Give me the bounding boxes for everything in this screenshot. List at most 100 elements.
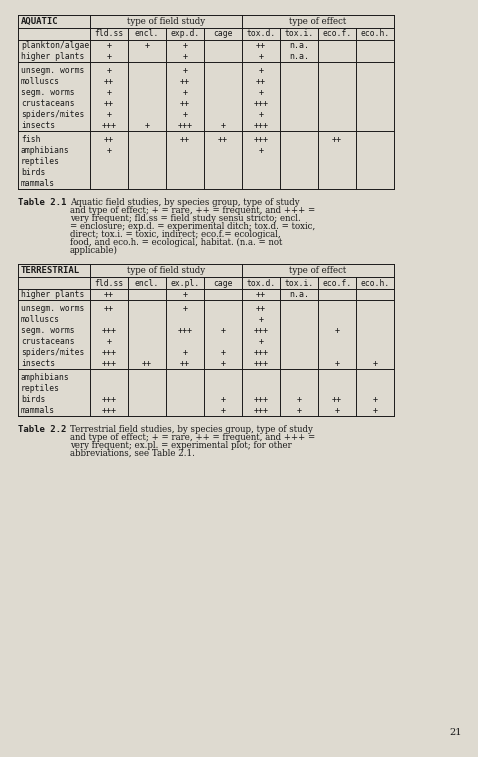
- Text: +++: +++: [253, 135, 269, 144]
- Text: tox.d.: tox.d.: [246, 30, 276, 39]
- Text: +: +: [220, 406, 226, 415]
- Text: amphibians: amphibians: [21, 373, 70, 382]
- Text: +: +: [259, 110, 263, 119]
- Text: type of field study: type of field study: [127, 17, 205, 26]
- Text: +: +: [259, 66, 263, 75]
- Text: unsegm. worms: unsegm. worms: [21, 304, 85, 313]
- Text: fld.ss: fld.ss: [94, 30, 124, 39]
- Text: +: +: [183, 52, 187, 61]
- Text: ++: ++: [180, 135, 190, 144]
- Text: +: +: [107, 88, 111, 97]
- Text: +: +: [335, 359, 339, 368]
- Text: 21: 21: [449, 728, 462, 737]
- Text: +: +: [107, 146, 111, 155]
- Text: +: +: [220, 326, 226, 335]
- Text: reptiles: reptiles: [21, 157, 60, 166]
- Text: birds: birds: [21, 395, 45, 404]
- Text: +++: +++: [253, 99, 269, 108]
- Text: +: +: [220, 359, 226, 368]
- Text: +++: +++: [253, 359, 269, 368]
- Text: ++: ++: [180, 77, 190, 86]
- Text: and type of effect; + = rare, ++ = frequent, and +++ =: and type of effect; + = rare, ++ = frequ…: [70, 433, 315, 442]
- Text: +: +: [183, 88, 187, 97]
- Text: ++: ++: [256, 41, 266, 50]
- Text: ++: ++: [218, 135, 228, 144]
- Text: spiders/mites: spiders/mites: [21, 110, 85, 119]
- Text: +: +: [372, 395, 378, 404]
- Text: +: +: [183, 290, 187, 299]
- Text: +: +: [372, 406, 378, 415]
- Text: = enclosure; exp.d. = experimental ditch; tox.d. = toxic,: = enclosure; exp.d. = experimental ditch…: [70, 222, 315, 231]
- Text: ++: ++: [104, 77, 114, 86]
- Text: +: +: [220, 395, 226, 404]
- Text: ++: ++: [332, 135, 342, 144]
- Text: ++: ++: [256, 77, 266, 86]
- Text: +: +: [107, 66, 111, 75]
- Text: insects: insects: [21, 121, 55, 130]
- Text: type of field study: type of field study: [127, 266, 205, 275]
- Text: TERRESTRIAL: TERRESTRIAL: [21, 266, 80, 275]
- Text: unsegm. worms: unsegm. worms: [21, 66, 85, 75]
- Text: higher plants: higher plants: [21, 52, 85, 61]
- Text: molluscs: molluscs: [21, 315, 60, 324]
- Text: +++: +++: [177, 121, 193, 130]
- Text: crustaceans: crustaceans: [21, 99, 75, 108]
- Text: +: +: [183, 66, 187, 75]
- Text: AQUATIC: AQUATIC: [21, 17, 59, 26]
- Text: applicable): applicable): [70, 246, 118, 255]
- Text: ++: ++: [142, 359, 152, 368]
- Text: ++: ++: [104, 304, 114, 313]
- Text: tox.i.: tox.i.: [284, 30, 314, 39]
- Text: eco.f.: eco.f.: [322, 30, 352, 39]
- Text: spiders/mites: spiders/mites: [21, 348, 85, 357]
- Text: abbreviations, see Table 2.1.: abbreviations, see Table 2.1.: [70, 449, 195, 458]
- Text: +++: +++: [253, 121, 269, 130]
- Text: +: +: [144, 41, 150, 50]
- Text: +: +: [183, 110, 187, 119]
- Text: +++: +++: [101, 406, 117, 415]
- Text: very frequent; ex.pl. = experimental plot; for other: very frequent; ex.pl. = experimental plo…: [70, 441, 292, 450]
- Text: tox.d.: tox.d.: [246, 279, 276, 288]
- Text: +: +: [372, 359, 378, 368]
- Text: +++: +++: [253, 395, 269, 404]
- Text: amphibians: amphibians: [21, 146, 70, 155]
- Text: ++: ++: [180, 359, 190, 368]
- Text: segm. worms: segm. worms: [21, 326, 75, 335]
- Text: +: +: [335, 406, 339, 415]
- Text: eco.f.: eco.f.: [322, 279, 352, 288]
- Text: +: +: [183, 348, 187, 357]
- Text: ++: ++: [104, 99, 114, 108]
- Text: +: +: [220, 121, 226, 130]
- Text: molluscs: molluscs: [21, 77, 60, 86]
- Text: exp.d.: exp.d.: [170, 30, 200, 39]
- Text: ++: ++: [104, 290, 114, 299]
- Text: +: +: [107, 41, 111, 50]
- Text: ++: ++: [104, 135, 114, 144]
- Text: +++: +++: [101, 359, 117, 368]
- Text: +: +: [183, 41, 187, 50]
- Text: +: +: [335, 326, 339, 335]
- Text: +: +: [107, 337, 111, 346]
- Text: fld.ss: fld.ss: [94, 279, 124, 288]
- Text: +: +: [220, 348, 226, 357]
- Text: encl.: encl.: [135, 30, 159, 39]
- Text: encl.: encl.: [135, 279, 159, 288]
- Text: n.a.: n.a.: [289, 290, 309, 299]
- Text: very frequent; fld.ss = field study sensu stricto; encl.: very frequent; fld.ss = field study sens…: [70, 214, 301, 223]
- Text: +: +: [144, 121, 150, 130]
- Text: birds: birds: [21, 168, 45, 177]
- Text: tox.i.: tox.i.: [284, 279, 314, 288]
- Text: +++: +++: [253, 406, 269, 415]
- Text: +: +: [259, 52, 263, 61]
- Text: +++: +++: [101, 121, 117, 130]
- Text: Table 2.1: Table 2.1: [18, 198, 66, 207]
- Text: direct; tox.i. = toxic, indirect; eco.f.= ecological,: direct; tox.i. = toxic, indirect; eco.f.…: [70, 230, 281, 239]
- Text: eco.h.: eco.h.: [360, 30, 390, 39]
- Text: ++: ++: [180, 99, 190, 108]
- Text: +: +: [107, 110, 111, 119]
- Text: cage: cage: [213, 30, 233, 39]
- Text: Terrestrial field studies, by species group, type of study: Terrestrial field studies, by species gr…: [70, 425, 313, 434]
- Text: Aquatic field studies, by species group, type of study: Aquatic field studies, by species group,…: [70, 198, 300, 207]
- Text: cage: cage: [213, 279, 233, 288]
- Text: fish: fish: [21, 135, 41, 144]
